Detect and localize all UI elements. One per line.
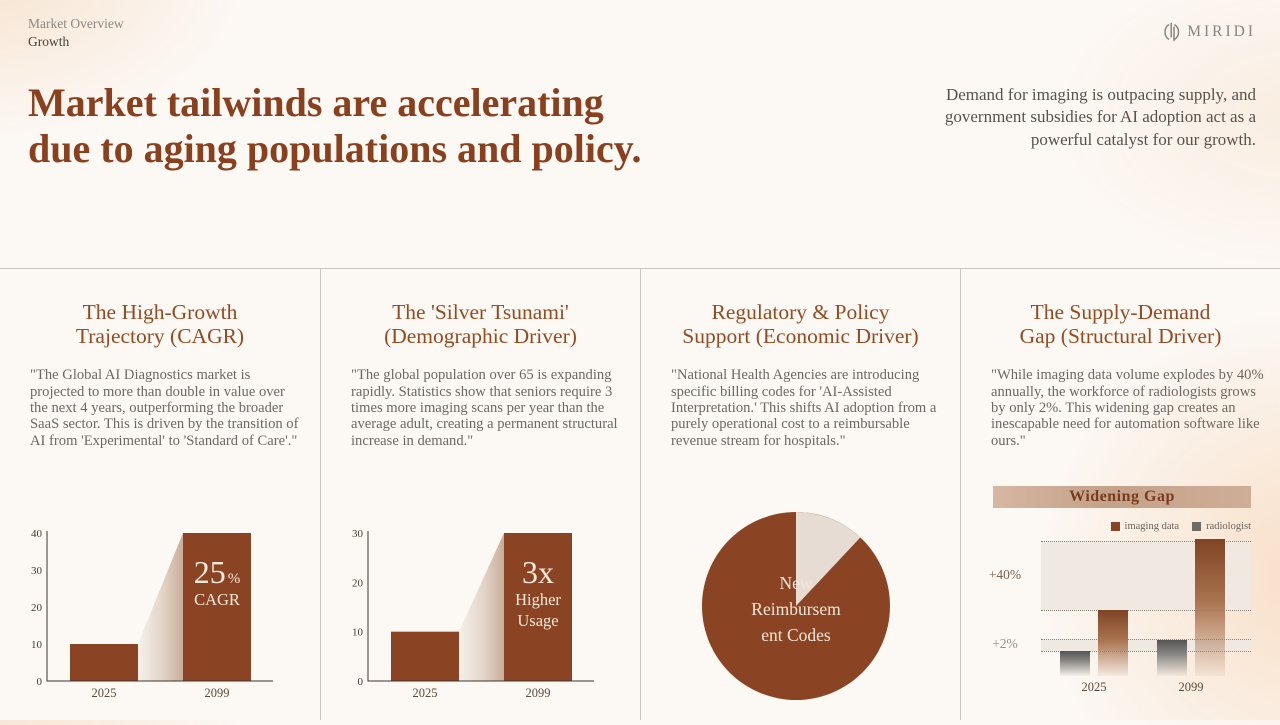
y-tick-label: 30 — [31, 565, 43, 577]
bar-annotation-sub: CAGR — [194, 590, 240, 609]
bar-imaging-data-2099 — [1195, 539, 1225, 676]
chart-reimbursement-pie: New Reimbursem ent Codes — [651, 505, 951, 705]
column-title-line: The High-Growth — [82, 300, 238, 324]
pie-label-line: Reimbursem — [751, 599, 841, 619]
y-tick-label: 10 — [352, 627, 364, 639]
column-title: The High-Growth Trajectory (CAGR) — [4, 300, 316, 348]
bar-radiologist-2025 — [1060, 651, 1090, 676]
legend-swatch — [1192, 522, 1202, 531]
breadcrumb-section[interactable]: Market Overview — [28, 16, 124, 31]
y-tick-label: 30 — [352, 528, 364, 540]
bar-imaging-data-2025 — [1098, 610, 1128, 676]
column-body: "The global population over 65 is expand… — [351, 367, 618, 449]
column-title-line: The Supply-Demand — [1030, 300, 1211, 324]
page-title: Market tailwinds are accelerating due to… — [28, 80, 642, 171]
bar-annotation-sub: Higher — [515, 590, 561, 609]
column-cagr: The High-Growth Trajectory (CAGR) "The G… — [0, 269, 320, 720]
chart-cagr: 0 10 20 30 40 2025 2099 25% CAGR — [10, 525, 310, 720]
column-demographic: The 'Silver Tsunami' (Demographic Driver… — [320, 269, 640, 720]
column-title-line: The 'Silver Tsunami' — [392, 300, 569, 324]
column-title: The Supply-Demand Gap (Structural Driver… — [965, 300, 1276, 348]
axes — [46, 531, 273, 682]
gridline — [1041, 610, 1251, 611]
pie-slice-secondary — [796, 512, 861, 606]
breadcrumb-page[interactable]: Growth — [28, 33, 70, 49]
x-tick-label: 2025 — [413, 686, 438, 700]
growth-connector — [459, 533, 504, 681]
intro-paragraph: Demand for imaging is outpacing supply, … — [944, 85, 1256, 149]
chart-widening-gap: Widening Gap imaging data radiologist +40% +… — [971, 484, 1271, 720]
breadcrumb: Market Overview Growth — [28, 15, 124, 50]
bar-2099 — [504, 533, 572, 681]
bar-radiologist-2099 — [1157, 640, 1187, 676]
bar-annotation-sub: Usage — [517, 611, 558, 630]
column-title-line: Gap (Structural Driver) — [1019, 323, 1222, 348]
y-axis-label: +2% — [992, 636, 1018, 651]
gap-chart-title: Widening Gap — [993, 486, 1251, 508]
column-body: "The Global AI Diagnostics market is pro… — [30, 367, 299, 449]
legend-item: radiologist — [1192, 521, 1251, 532]
x-tick-label: 2099 — [526, 686, 551, 700]
column-title-line: Support (Economic Driver) — [682, 323, 919, 348]
bar-2099 — [183, 533, 251, 681]
miridi-logo-icon — [1164, 22, 1180, 42]
legend-swatch — [1110, 522, 1120, 531]
gridline — [1041, 541, 1251, 542]
column-title: Regulatory & Policy Support (Economic Dr… — [645, 300, 956, 348]
column-body: "While imaging data volume explodes by 4… — [991, 367, 1264, 449]
gap-plot-area — [1041, 536, 1251, 676]
logo-text: MIRIDI — [1187, 23, 1256, 40]
bar-2025 — [391, 631, 459, 681]
x-tick-label: 2099 — [205, 686, 230, 700]
column-title-line: (Demographic Driver) — [384, 323, 577, 348]
column-body: "National Health Agencies are introducin… — [671, 367, 937, 449]
bar-2025 — [70, 644, 138, 681]
y-tick-label: 0 — [358, 676, 364, 688]
y-tick-label: 20 — [31, 602, 43, 614]
page-title-line-1: Market tailwinds are accelerating — [28, 80, 604, 125]
column-title-line: Regulatory & Policy — [711, 300, 890, 324]
y-tick-label: 20 — [352, 577, 364, 589]
y-tick-label: 40 — [31, 528, 43, 540]
bar-annotation-headline: 3x — [522, 554, 554, 590]
gridline — [1041, 639, 1251, 640]
y-axis-label: +40% — [988, 567, 1022, 582]
section-divider — [0, 268, 1280, 269]
column-title: The 'Silver Tsunami' (Demographic Driver… — [325, 300, 636, 348]
gridline — [1041, 651, 1251, 652]
pie-label-line: New — [779, 573, 812, 593]
y-tick-label: 10 — [31, 639, 43, 651]
legend-label: imaging data — [1124, 521, 1180, 532]
x-tick-label: 2099 — [1178, 680, 1204, 694]
legend-item: imaging data — [1110, 521, 1180, 532]
pie-chart-canvas: New Reimbursem ent Codes — [702, 512, 890, 700]
legend: imaging data radiologist — [1031, 521, 1251, 532]
column-regulatory: Regulatory & Policy Support (Economic Dr… — [640, 269, 960, 720]
axes — [367, 531, 594, 682]
chart-usage: 0 10 20 30 2025 2099 3x Higher Usage — [331, 525, 631, 720]
growth-connector — [138, 533, 183, 681]
column-supply-demand: The Supply-Demand Gap (Structural Driver… — [960, 269, 1280, 720]
column-title-line: Trajectory (CAGR) — [75, 323, 245, 348]
page-title-line-2: due to aging populations and policy. — [28, 125, 642, 171]
x-tick-label: 2025 — [1081, 680, 1107, 694]
y-tick-label: 0 — [37, 676, 43, 688]
pie-label-line: ent Codes — [761, 625, 831, 645]
logo[interactable]: MIRIDI — [1163, 22, 1256, 42]
legend-label: radiologist — [1206, 521, 1251, 532]
x-tick-label: 2025 — [92, 686, 117, 700]
